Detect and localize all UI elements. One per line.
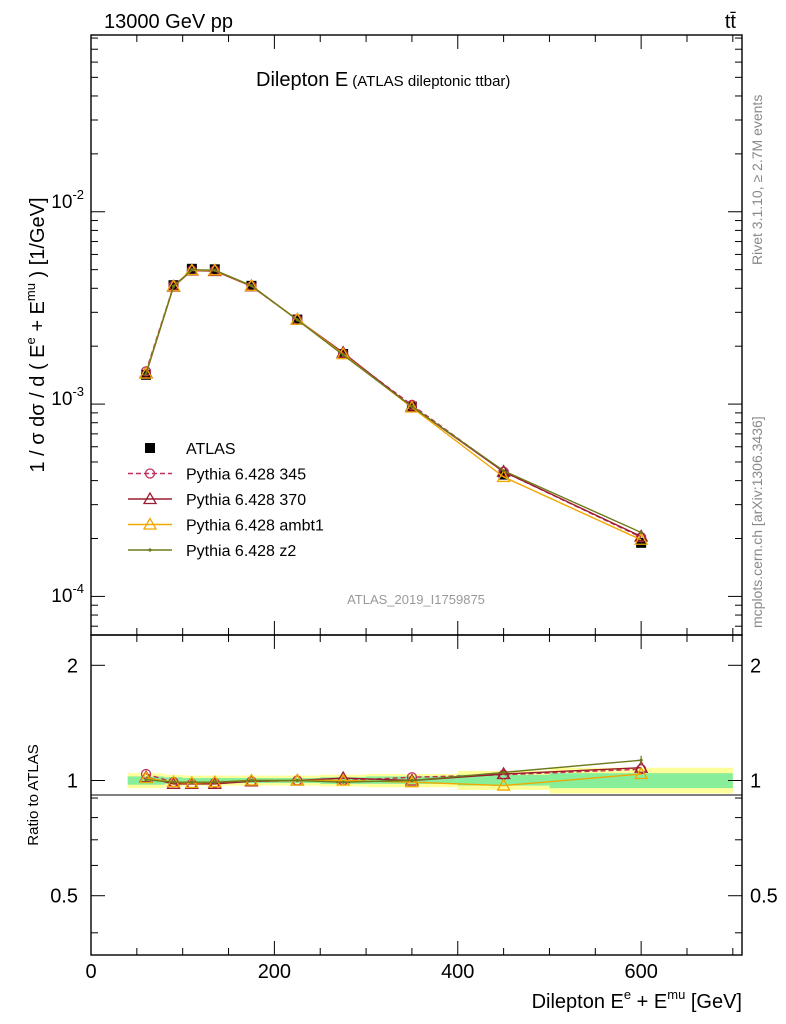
ratio-series-marker xyxy=(213,780,217,784)
ratio-series-marker xyxy=(336,773,351,786)
legend-label: Pythia 6.428 345 xyxy=(186,467,306,484)
ratio-series-marker xyxy=(144,778,148,782)
legend-marker xyxy=(148,548,152,552)
ratio-series-marker xyxy=(249,778,254,783)
main-series-marker xyxy=(249,284,254,288)
data-point xyxy=(636,537,647,548)
process-label: tt̄ xyxy=(725,11,737,33)
legend-marker xyxy=(144,468,156,479)
main-y-tick-label-1e-4: 10-4 xyxy=(51,581,84,607)
main-series-marker xyxy=(634,529,649,542)
data-point xyxy=(498,469,509,480)
x-tick-label: 600 xyxy=(624,961,657,983)
ratio-y-axis-label: Ratio to ATLAS xyxy=(25,744,42,845)
legend-marker xyxy=(142,491,158,505)
main-series-line xyxy=(145,268,642,534)
legend-label: Pythia 6.428 z2 xyxy=(186,543,296,560)
ratio-series-marker xyxy=(290,773,305,786)
ratio-series-marker xyxy=(404,774,420,788)
ratio-series-line xyxy=(145,759,642,783)
main-y-axis-label: 1 / σ dσ / d ( Ee + Emu ) [1/GeV] xyxy=(23,197,49,472)
mcplots-label: mcplots.cern.ch [arXiv:1306.3436] xyxy=(749,416,765,628)
main-series-marker xyxy=(341,353,345,357)
main-series-marker xyxy=(410,405,414,409)
ratio-y-tick-label: 0.5 xyxy=(50,886,78,908)
ratio-series-group xyxy=(138,755,649,791)
main-series-marker xyxy=(295,318,299,322)
ratio-series-marker xyxy=(496,778,511,791)
ratio-series-marker xyxy=(341,780,345,784)
ratio-band-inner xyxy=(549,773,733,789)
ratio-y-tick-label: 2 xyxy=(67,655,78,677)
ratio-series-marker xyxy=(244,773,259,786)
ratio-series-marker xyxy=(634,760,649,773)
main-series-marker xyxy=(634,532,649,545)
legend-marker xyxy=(145,443,155,453)
main-series-marker xyxy=(290,312,305,325)
ratio-series-marker xyxy=(138,770,154,784)
main-series-marker xyxy=(496,469,511,483)
ratio-series-marker xyxy=(502,770,506,775)
ratio-y-tick-label: 1 xyxy=(67,771,78,793)
plot-title: Dilepton E (ATLAS dileptonic ttbar) xyxy=(256,69,510,91)
main-y-tick-label-1e-2: 10-2 xyxy=(51,187,84,213)
x-tick-labels: 0 200 400 600 xyxy=(85,961,657,983)
main-series-marker xyxy=(213,268,217,272)
main-series-group xyxy=(138,262,649,548)
rivet-label: Rivet 3.1.10, ≥ 2.7M events xyxy=(749,95,765,265)
main-series-marker xyxy=(138,366,154,379)
plot-title-main: Dilepton E xyxy=(256,69,348,91)
legend-label: Pythia 6.428 ambt1 xyxy=(186,518,324,535)
plot-title-sub: (ATLAS dileptonic ttbar) xyxy=(352,73,510,90)
main-series-marker xyxy=(404,400,420,413)
ratio-series-marker xyxy=(634,766,649,780)
ratio-series-marker xyxy=(207,776,222,790)
main-series-marker xyxy=(144,372,148,376)
x-tick-label: 0 xyxy=(85,961,96,983)
legend-marker xyxy=(142,517,158,530)
ratio-series-marker xyxy=(410,778,414,783)
ratio-y-tick-label-right: 0.5 xyxy=(750,886,778,908)
main-series-marker xyxy=(190,268,194,272)
x-tick-label: 400 xyxy=(441,961,474,983)
x-tick-label: 200 xyxy=(258,961,291,983)
ratio-y-tick-label-right: 2 xyxy=(750,655,761,677)
main-series-marker xyxy=(502,469,506,473)
main-series-marker xyxy=(171,284,176,288)
main-y-tick-label-1e-3: 10-3 xyxy=(51,384,84,410)
ratio-band-inner xyxy=(182,778,202,784)
legend: ATLAS Pythia 6.428 345 Pythia 6.428 370 Pyt… xyxy=(128,441,324,560)
ratio-series-marker xyxy=(166,776,181,790)
ratio-series-marker xyxy=(190,780,194,784)
legend-label: ATLAS xyxy=(186,441,236,458)
main-series-marker xyxy=(639,530,643,535)
legend-label: Pythia 6.428 370 xyxy=(186,492,306,509)
ratio-series-marker xyxy=(295,778,299,783)
ratio-band-inner xyxy=(164,777,183,784)
ratio-axis-ticks xyxy=(90,635,742,955)
ratio-plot-frame xyxy=(90,634,743,956)
ratio-y-tick-label-right: 1 xyxy=(750,771,761,793)
main-series-marker xyxy=(166,278,181,292)
ratio-series-marker xyxy=(171,780,176,784)
energy-label: 13000 GeV pp xyxy=(104,11,233,33)
ratio-y-tick-labels: 0.5 0.5 1 1 2 2 xyxy=(50,655,778,907)
x-axis-label: Dilepton Ee + Emu [GeV] xyxy=(532,987,742,1013)
ratio-band-inner xyxy=(201,778,229,784)
analysis-watermark: ATLAS_2019_I1759875 xyxy=(347,592,485,607)
